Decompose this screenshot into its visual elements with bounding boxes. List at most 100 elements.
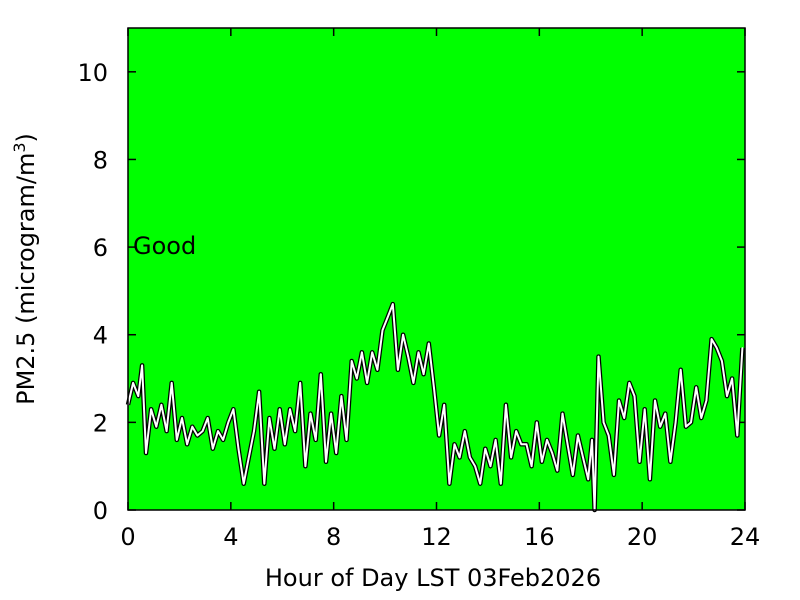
y-tick-label-2: 2 bbox=[93, 409, 108, 437]
data-point-42 bbox=[340, 395, 343, 397]
data-point-15 bbox=[201, 430, 204, 432]
series-layer bbox=[125, 301, 745, 513]
data-point-84 bbox=[556, 469, 559, 472]
data-point-10 bbox=[176, 439, 178, 441]
data-point-3 bbox=[141, 364, 143, 367]
x-tick-label-12: 12 bbox=[421, 523, 452, 551]
y-axis-title-close: ) bbox=[12, 133, 40, 142]
data-point-117 bbox=[721, 360, 723, 362]
data-point-74 bbox=[505, 404, 507, 406]
y-axis-title: PM2.5 (microgram/m3) bbox=[10, 133, 40, 405]
y-axis-title-main: PM2.5 (microgram/m bbox=[12, 153, 40, 405]
data-point-55 bbox=[407, 355, 410, 358]
data-point-62 bbox=[443, 404, 446, 406]
x-axis-title: Hour of Day LST 03Feb2026 bbox=[265, 564, 601, 592]
data-point-105 bbox=[659, 425, 661, 428]
data-point-5 bbox=[150, 408, 152, 411]
data-point-77 bbox=[520, 443, 523, 446]
data-point-6 bbox=[155, 425, 158, 428]
data-point-70 bbox=[484, 447, 487, 450]
data-point-4 bbox=[145, 452, 147, 454]
data-point-63 bbox=[448, 482, 451, 485]
data-point-89 bbox=[582, 456, 584, 459]
data-point-114 bbox=[705, 399, 708, 402]
data-point-110 bbox=[685, 425, 687, 428]
data-point-12 bbox=[186, 443, 188, 446]
data-point-25 bbox=[253, 430, 255, 432]
data-point-30 bbox=[278, 408, 281, 411]
data-point-97 bbox=[618, 399, 620, 402]
data-point-19 bbox=[222, 439, 224, 441]
data-point-21 bbox=[232, 408, 235, 411]
data-point-33 bbox=[294, 430, 296, 432]
data-point-48 bbox=[371, 351, 374, 354]
x-tick-label-0: 0 bbox=[120, 523, 135, 551]
data-point-119 bbox=[731, 377, 733, 380]
data-point-98 bbox=[623, 417, 625, 419]
x-tick-label-24: 24 bbox=[730, 523, 761, 551]
data-point-37 bbox=[314, 439, 317, 441]
data-point-24 bbox=[248, 456, 250, 459]
data-point-18 bbox=[217, 430, 219, 432]
data-point-107 bbox=[669, 461, 672, 463]
data-point-115 bbox=[710, 338, 713, 340]
data-point-57 bbox=[417, 351, 420, 354]
data-point-41 bbox=[335, 452, 338, 454]
data-point-9 bbox=[170, 382, 173, 384]
data-point-104 bbox=[654, 399, 656, 402]
x-tick-label-4: 4 bbox=[223, 523, 238, 551]
data-point-45 bbox=[356, 377, 358, 380]
data-point-72 bbox=[494, 439, 497, 441]
data-point-71 bbox=[489, 465, 492, 468]
data-point-26 bbox=[258, 390, 260, 393]
data-point-109 bbox=[679, 369, 682, 371]
data-point-85 bbox=[561, 412, 564, 415]
data-point-40 bbox=[330, 412, 332, 415]
data-point-35 bbox=[304, 465, 307, 468]
data-point-44 bbox=[350, 360, 353, 362]
y-tick-label-6: 6 bbox=[93, 234, 108, 262]
data-point-116 bbox=[715, 347, 718, 349]
y-tick-label-4: 4 bbox=[93, 322, 108, 350]
data-point-22 bbox=[237, 447, 240, 450]
data-point-46 bbox=[361, 351, 363, 354]
data-point-7 bbox=[160, 404, 163, 406]
data-point-78 bbox=[525, 443, 528, 446]
data-point-87 bbox=[572, 474, 574, 476]
data-point-56 bbox=[412, 382, 415, 384]
data-point-76 bbox=[515, 430, 517, 432]
data-point-61 bbox=[438, 434, 440, 437]
series-line-0 bbox=[127, 303, 744, 511]
data-point-58 bbox=[422, 373, 425, 376]
data-point-100 bbox=[633, 395, 636, 397]
data-point-112 bbox=[695, 386, 697, 389]
data-point-47 bbox=[366, 382, 368, 384]
x-tick-label-8: 8 bbox=[326, 523, 341, 551]
data-point-38 bbox=[320, 373, 322, 376]
data-point-83 bbox=[551, 452, 553, 454]
data-point-13 bbox=[191, 425, 194, 428]
data-point-2 bbox=[137, 395, 140, 397]
data-point-59 bbox=[428, 342, 430, 345]
data-point-1 bbox=[132, 382, 134, 384]
data-point-16 bbox=[206, 417, 209, 419]
data-point-60 bbox=[433, 386, 435, 389]
data-point-95 bbox=[607, 434, 610, 437]
data-point-54 bbox=[402, 333, 404, 336]
data-point-99 bbox=[628, 382, 631, 384]
data-point-14 bbox=[196, 434, 199, 437]
data-point-32 bbox=[289, 408, 291, 411]
data-point-73 bbox=[500, 482, 502, 485]
data-point-80 bbox=[536, 421, 538, 424]
data-point-31 bbox=[284, 443, 286, 446]
data-point-29 bbox=[273, 447, 276, 450]
data-point-39 bbox=[325, 461, 327, 463]
data-point-68 bbox=[474, 465, 476, 468]
data-point-86 bbox=[566, 443, 569, 446]
data-point-52 bbox=[392, 303, 394, 305]
data-point-93 bbox=[597, 355, 600, 358]
data-point-49 bbox=[376, 369, 379, 371]
data-point-91 bbox=[591, 439, 593, 441]
